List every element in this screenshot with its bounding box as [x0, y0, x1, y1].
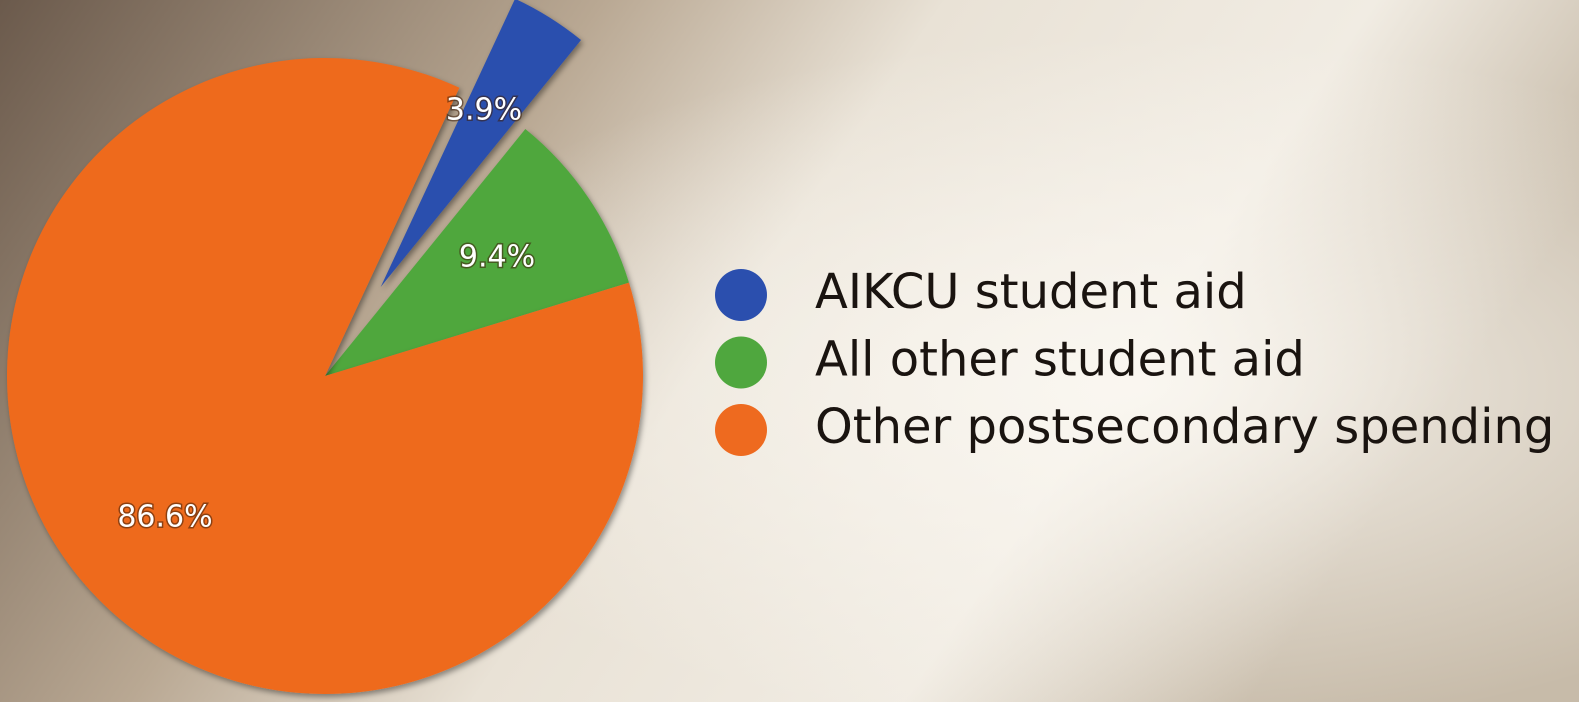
legend-label: AIKCU student aid	[815, 264, 1247, 320]
legend-label: All other student aid	[815, 332, 1305, 388]
legend-label: Other postsecondary spending	[815, 399, 1554, 455]
legend-marker	[715, 404, 767, 456]
pie-slice	[380, 0, 582, 287]
data-label: 86.6%	[117, 500, 212, 535]
legend-marker	[715, 336, 767, 389]
legend-marker	[715, 269, 767, 321]
data-label: 3.9%	[446, 93, 522, 128]
legend: AIKCU student aid All other student aid Ot…	[715, 264, 1554, 456]
pie-slice	[6, 57, 643, 694]
data-label: 9.4%	[459, 240, 535, 275]
pie-slice	[325, 129, 629, 376]
pie: 3.9% 9.4% 86.6%	[6, 0, 643, 694]
